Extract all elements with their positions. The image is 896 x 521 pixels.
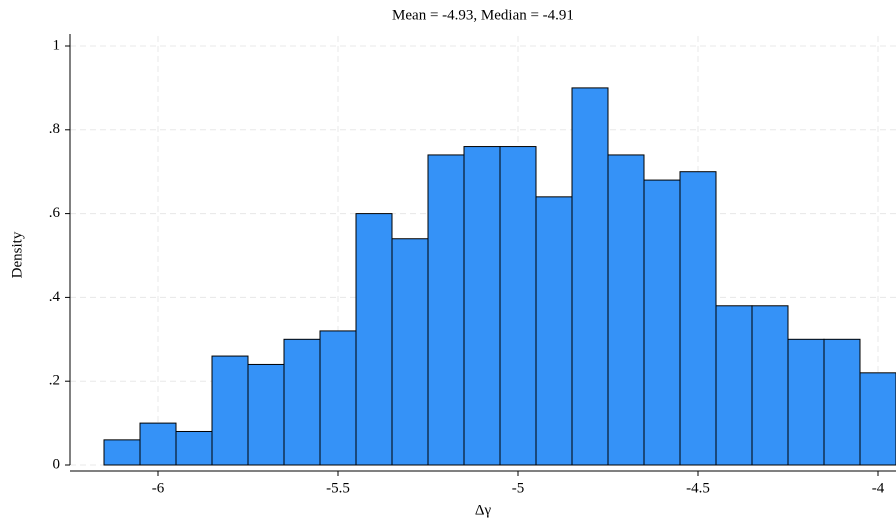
bar <box>607 154 645 466</box>
y-tick-label: .2 <box>49 373 60 389</box>
bar <box>463 146 501 466</box>
bar <box>175 430 213 466</box>
bar <box>427 154 465 466</box>
bar <box>283 338 321 466</box>
bar <box>103 439 141 466</box>
x-tick-label: -4 <box>872 480 885 496</box>
bar <box>787 338 825 466</box>
bar <box>211 355 249 466</box>
y-tick-label: 0 <box>53 456 61 472</box>
x-tick-label: -5.5 <box>326 480 350 496</box>
x-axis-label: Δγ <box>475 502 492 518</box>
y-tick-label: 1 <box>53 37 61 53</box>
y-axis-label: Density <box>9 231 25 278</box>
bar <box>715 305 753 466</box>
x-tick-label: -6 <box>152 480 165 496</box>
bar <box>643 179 681 466</box>
y-tick-label: .8 <box>49 121 60 137</box>
bar <box>751 305 789 466</box>
bar <box>139 422 177 466</box>
bar <box>571 87 609 466</box>
bar <box>679 171 717 466</box>
bar <box>319 330 357 466</box>
bar <box>391 238 429 466</box>
y-tick-label: .6 <box>49 205 61 221</box>
bar <box>247 363 285 466</box>
bar <box>355 213 393 466</box>
bar <box>859 372 896 466</box>
x-tick-label: -4.5 <box>686 480 710 496</box>
bar <box>535 196 573 466</box>
y-tick-label: .4 <box>49 289 61 305</box>
bar <box>823 338 861 466</box>
chart-title: Mean = -4.93, Median = -4.91 <box>392 7 574 23</box>
bar <box>499 146 537 466</box>
x-tick-label: -5 <box>512 480 525 496</box>
